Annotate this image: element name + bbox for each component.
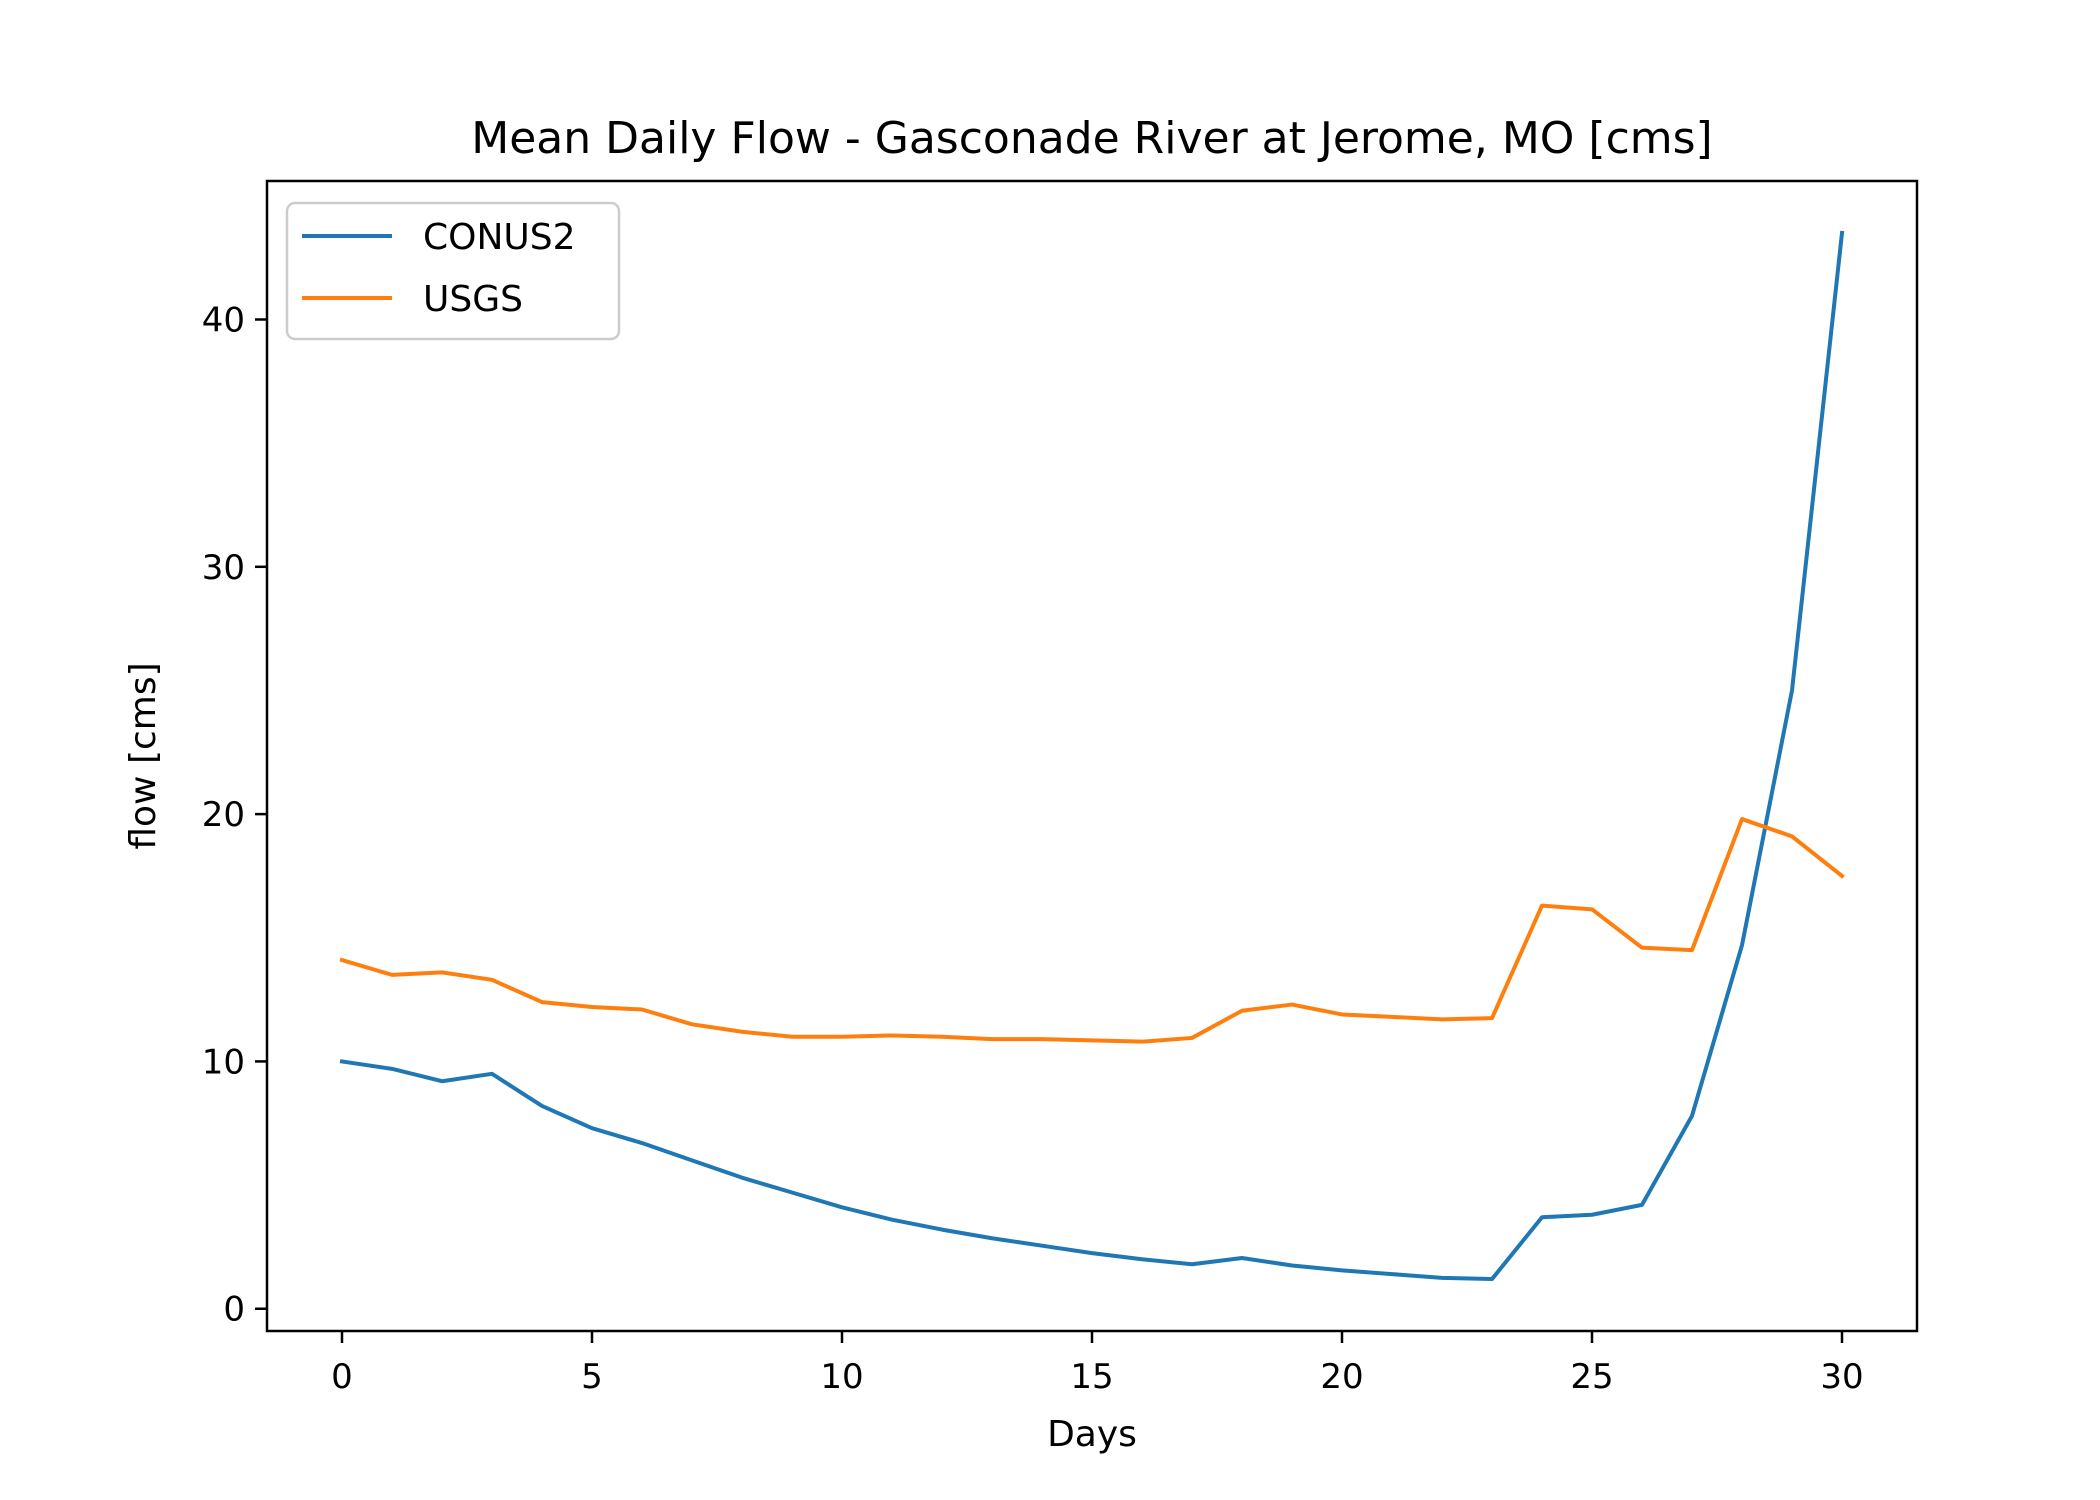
- y-tick-label: 0: [223, 1290, 245, 1330]
- x-tick-label: 15: [1070, 1357, 1113, 1397]
- series-line-conus2: [339, 230, 1845, 1282]
- x-tick-label: 20: [1320, 1357, 1363, 1397]
- y-tick-label: 40: [202, 300, 245, 340]
- x-tick-label: 30: [1820, 1357, 1863, 1397]
- series-line-usgs: [339, 817, 1845, 1044]
- y-axis-ticks: 0 10 20 30 40: [202, 300, 267, 1330]
- y-tick-label: 30: [202, 548, 245, 588]
- legend: CONUS2 USGS: [285, 201, 621, 341]
- y-tick-label: 20: [202, 795, 245, 835]
- x-tick-label: 0: [331, 1357, 353, 1397]
- legend-label-usgs: USGS: [423, 279, 523, 320]
- x-tick-label: 10: [820, 1357, 863, 1397]
- legend-label-conus2: CONUS2: [423, 217, 576, 258]
- chart-title: Mean Daily Flow - Gasconade River at Jer…: [471, 113, 1712, 164]
- y-tick-label: 10: [202, 1042, 245, 1082]
- x-tick-label: 25: [1570, 1357, 1613, 1397]
- y-axis-label: flow [cms]: [123, 662, 164, 849]
- x-axis-ticks: 0 5 10 15 20 25 30: [331, 1331, 1864, 1397]
- x-axis-label: Days: [1047, 1414, 1137, 1455]
- series-lines: [339, 230, 1845, 1282]
- x-tick-label: 5: [581, 1357, 603, 1397]
